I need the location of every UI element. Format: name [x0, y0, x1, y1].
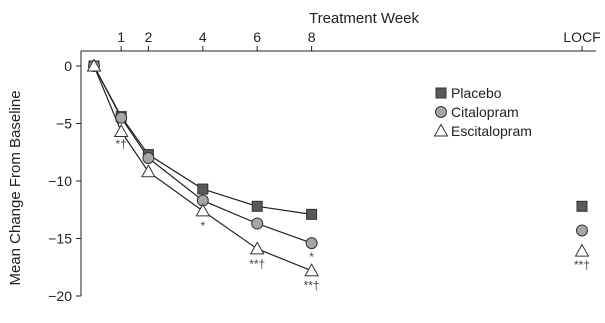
axes: 1 2 4 6 8 LOCF 0 −5 −10 −15 −20	[48, 29, 600, 304]
placebo-locf-point	[576, 200, 588, 212]
significance-annotations: *† * **† * **† **†	[116, 137, 590, 292]
series-lines	[93, 65, 312, 272]
significance-marker: **†	[574, 258, 590, 272]
y-tick-label: −10	[48, 173, 72, 189]
x-tick-label: 8	[308, 29, 316, 45]
x-axis-title: Treatment Week	[309, 10, 420, 27]
y-tick-label: 0	[64, 58, 72, 74]
legend-placebo-label: Placebo	[451, 85, 502, 101]
legend: Placebo Citalopram Escitalopram	[433, 85, 532, 139]
x-tick-label: 6	[253, 29, 261, 45]
placebo-point	[251, 200, 263, 212]
significance-marker: *	[200, 219, 205, 233]
placebo-point	[197, 183, 209, 195]
citalopram-point	[142, 152, 155, 164]
citalopram-locf-point	[576, 224, 588, 237]
escitalopram-point	[304, 263, 319, 277]
significance-marker: *	[309, 250, 314, 264]
y-tick-label: −20	[48, 288, 72, 304]
x-tick-label: LOCF	[563, 29, 600, 45]
placebo-point	[306, 208, 318, 220]
y-tick-label: −5	[56, 116, 72, 132]
citalopram-point	[305, 237, 318, 250]
x-tick-label: 1	[117, 29, 125, 45]
legend-escitalopram-marker	[433, 123, 449, 137]
escitalopram-point	[141, 164, 156, 178]
citalopram-line	[93, 65, 312, 244]
escitalopram-line	[93, 65, 312, 272]
legend-citalopram-label: Citalopram	[451, 104, 519, 120]
escitalopram-point	[86, 58, 102, 72]
legend-placebo-marker	[435, 87, 447, 99]
citalopram-point	[115, 111, 128, 124]
legend-escitalopram-label: Escitalopram	[451, 123, 532, 139]
y-tick-label: −15	[48, 231, 72, 247]
legend-citalopram-marker	[435, 106, 447, 118]
escitalopram-point	[249, 241, 265, 255]
significance-marker: **†	[304, 279, 320, 293]
escitalopram-point	[113, 124, 129, 138]
escitalopram-point	[195, 203, 211, 217]
x-tick-label: 2	[145, 29, 153, 45]
x-tick-label: 4	[199, 29, 207, 45]
significance-marker: *†	[116, 137, 127, 151]
significance-marker: **†	[249, 257, 265, 271]
citalopram-point	[251, 217, 264, 230]
y-axis-title: Mean Change From Baseline	[7, 90, 24, 285]
series-markers	[86, 58, 590, 277]
escitalopram-locf-point	[574, 243, 590, 257]
